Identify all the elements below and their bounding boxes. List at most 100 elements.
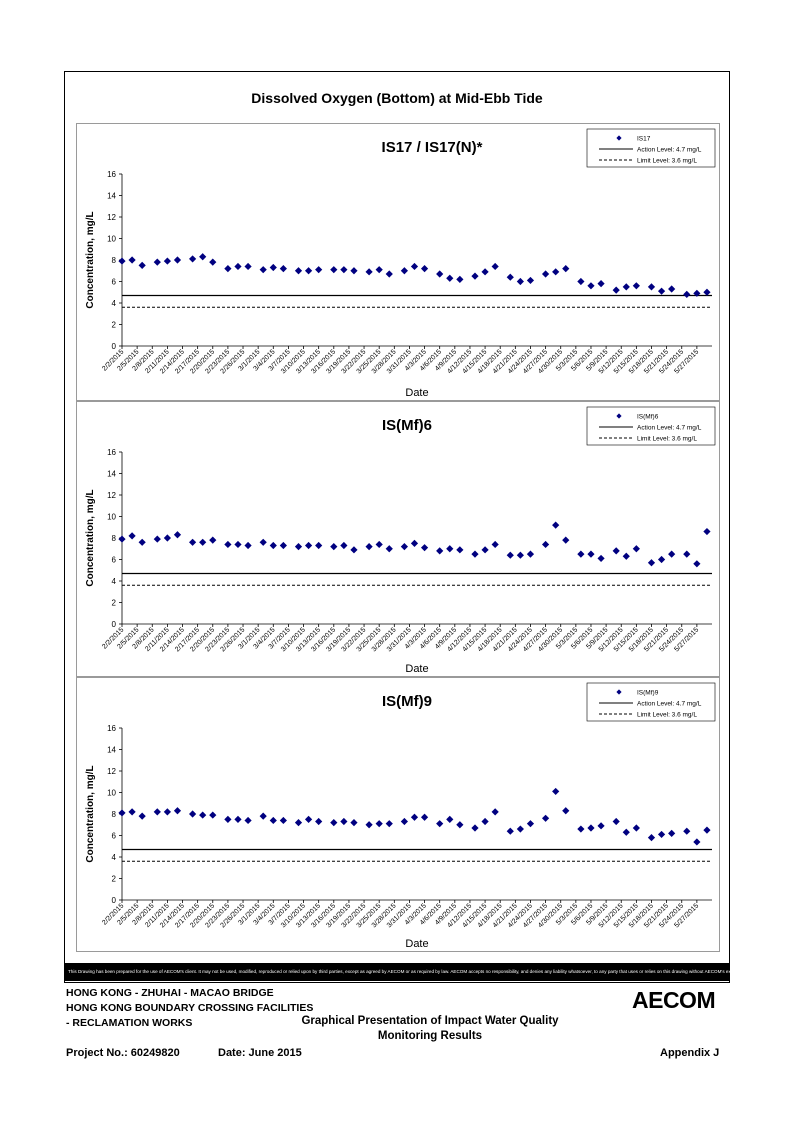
data-point — [587, 824, 595, 832]
y-tick-label: 8 — [112, 534, 117, 543]
data-point — [436, 270, 444, 278]
y-tick-label: 4 — [112, 577, 117, 586]
data-point — [224, 815, 232, 823]
data-point — [340, 541, 348, 550]
y-tick-label: 12 — [107, 491, 116, 500]
data-point — [436, 547, 444, 555]
data-point — [436, 820, 444, 828]
data-point — [506, 273, 514, 281]
data-point — [612, 286, 620, 294]
data-point — [577, 550, 585, 558]
data-point — [587, 550, 595, 558]
y-axis-label: Concentration, mg/L — [85, 211, 96, 308]
y-tick-label: 10 — [107, 513, 116, 522]
data-point — [173, 256, 182, 264]
footer-project-line-2: HONG KONG BOUNDARY CROSSING FACILITIES — [66, 1002, 314, 1014]
data-point — [315, 266, 323, 274]
data-point — [420, 813, 429, 821]
data-point — [330, 543, 338, 551]
data-point — [647, 559, 656, 567]
disclaimer-bar: This Drawing has been prepared for the u… — [64, 963, 730, 981]
legend-label: Action Level: 4.7 mg/L — [637, 147, 702, 154]
data-point — [597, 822, 605, 830]
y-tick-label: 16 — [107, 448, 116, 457]
data-point — [209, 258, 217, 266]
data-point — [330, 266, 338, 274]
data-point — [340, 266, 348, 274]
data-point — [632, 824, 640, 832]
y-tick-label: 0 — [112, 342, 117, 351]
chart-title: IS17 / IS17(N)* — [382, 139, 483, 156]
y-axis-label: Concentration, mg/L — [85, 765, 96, 862]
legend-label: Action Level: 4.7 mg/L — [637, 701, 702, 708]
data-point — [562, 807, 570, 815]
data-point — [516, 551, 524, 559]
y-tick-label: 16 — [107, 170, 116, 179]
chart-1: IS17 / IS17(N)*02468101214162/2/20152/5/… — [85, 128, 716, 399]
data-point — [304, 267, 313, 275]
y-tick-label: 2 — [112, 599, 117, 608]
data-point — [138, 812, 146, 820]
data-point — [657, 555, 666, 564]
data-point — [224, 540, 232, 549]
y-tick-label: 4 — [112, 299, 117, 308]
data-point — [188, 810, 197, 818]
legend-label: IS17 — [637, 136, 651, 143]
data-point — [552, 787, 560, 796]
footer-project-line-3: - RECLAMATION WORKS — [66, 1017, 193, 1029]
y-tick-label: 6 — [112, 278, 117, 287]
data-point — [340, 817, 348, 826]
data-point — [365, 543, 373, 551]
footer-project-no: Project No.: 60249820 — [66, 1047, 180, 1059]
y-tick-label: 16 — [107, 724, 116, 733]
data-point — [375, 820, 383, 828]
data-point — [693, 560, 701, 568]
legend-label: Limit Level: 3.6 mg/L — [637, 712, 697, 719]
data-point — [365, 821, 373, 829]
data-point — [234, 540, 242, 549]
data-point — [269, 263, 277, 272]
data-point — [138, 538, 146, 546]
data-point — [683, 290, 691, 298]
data-point — [471, 550, 479, 558]
legend-label: IS(Mf)6 — [637, 414, 659, 421]
data-point — [400, 543, 408, 551]
data-point — [481, 546, 489, 554]
x-axis-label: Date — [405, 387, 428, 399]
data-point — [552, 268, 560, 276]
x-axis-label: Date — [405, 938, 428, 950]
legend-label: Limit Level: 3.6 mg/L — [637, 158, 697, 165]
data-point — [693, 838, 701, 846]
data-point — [456, 546, 464, 554]
data-point — [622, 552, 630, 560]
data-point — [516, 277, 524, 286]
data-point — [128, 808, 136, 816]
data-point — [703, 288, 711, 296]
data-point — [234, 262, 242, 271]
chart-panel-3: IS(Mf)9 0 2 4 6 8 10 12 14 16 2/2/2015 2/5/2015 2/8/… — [76, 677, 720, 952]
data-point — [471, 824, 479, 832]
y-tick-label: 4 — [112, 853, 117, 862]
data-point — [209, 536, 217, 544]
y-tick-label: 2 — [112, 875, 117, 884]
data-point — [577, 277, 585, 286]
data-point — [456, 821, 464, 829]
data-point — [683, 827, 691, 835]
data-point — [481, 817, 489, 826]
data-point — [244, 262, 252, 271]
y-tick-label: 14 — [107, 746, 116, 755]
data-point — [400, 817, 408, 826]
data-point — [269, 816, 277, 825]
y-tick-label: 14 — [107, 470, 116, 479]
y-tick-label: 6 — [112, 832, 117, 841]
data-point — [350, 267, 358, 275]
data-point — [128, 256, 136, 264]
data-point — [541, 540, 550, 549]
data-point — [209, 811, 217, 819]
data-point — [224, 265, 232, 273]
data-point — [491, 262, 499, 271]
data-point — [526, 550, 535, 558]
data-point — [420, 265, 429, 273]
data-point — [279, 816, 287, 825]
data-point — [173, 531, 182, 539]
